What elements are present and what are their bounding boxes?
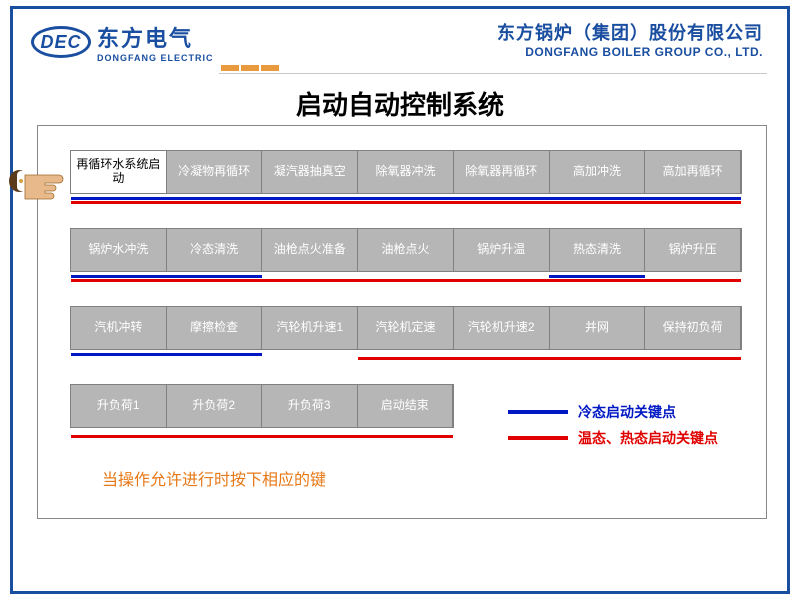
step-button-r2-c3[interactable]: 汽轮机定速: [358, 307, 454, 349]
legend-row-blue: 冷态启动关键点: [508, 402, 718, 422]
step-button-r2-c2[interactable]: 汽轮机升速1: [262, 307, 358, 349]
company-en: DONGFANG BOILER GROUP CO., LTD.: [497, 45, 763, 59]
step-row-3: 升负荷1升负荷2升负荷3启动结束: [70, 384, 454, 428]
company-block: 东方锅炉（集团）股份有限公司 DONGFANG BOILER GROUP CO.…: [497, 19, 763, 59]
logo-en: DONGFANG ELECTRIC: [97, 53, 214, 63]
step-button-r0-c4[interactable]: 除氧器再循环: [454, 151, 550, 193]
step-button-r2-c5[interactable]: 并网: [550, 307, 646, 349]
step-button-r1-c4[interactable]: 锅炉升温: [454, 229, 550, 271]
header-separator: [219, 73, 767, 74]
step-button-r3-c2[interactable]: 升负荷3: [262, 385, 358, 427]
step-button-r0-c3[interactable]: 除氧器冲洗: [358, 151, 454, 193]
legend-text-red: 温态、热态启动关键点: [578, 428, 718, 448]
company-cn: 东方锅炉（集团）股份有限公司: [497, 19, 763, 45]
step-button-r0-c1[interactable]: 冷凝物再循环: [167, 151, 263, 193]
slide-frame: DEC 东方电气 DONGFANG ELECTRIC 东方锅炉（集团）股份有限公…: [10, 6, 790, 594]
step-row-0: 再循环水系统启动冷凝物再循环凝汽器抽真空除氧器冲洗除氧器再循环高加冲洗高加再循环: [70, 150, 742, 194]
main-panel: 再循环水系统启动冷凝物再循环凝汽器抽真空除氧器冲洗除氧器再循环高加冲洗高加再循环…: [37, 125, 767, 519]
header: DEC 东方电气 DONGFANG ELECTRIC 东方锅炉（集团）股份有限公…: [13, 9, 787, 73]
underline-red-r3-0: [71, 435, 453, 438]
step-row-2: 汽机冲转摩擦检查汽轮机升速1汽轮机定速汽轮机升速2并网保持初负荷: [70, 306, 742, 350]
legend-line-blue-icon: [508, 410, 568, 414]
step-button-r2-c1[interactable]: 摩擦检查: [167, 307, 263, 349]
logo-cn: 东方电气: [97, 21, 214, 53]
legend-row-red: 温态、热态启动关键点: [508, 428, 718, 448]
legend-line-red-icon: [508, 436, 568, 440]
legend-text-blue: 冷态启动关键点: [578, 402, 676, 422]
step-button-r0-c5[interactable]: 高加冲洗: [550, 151, 646, 193]
step-button-r0-c6[interactable]: 高加再循环: [645, 151, 741, 193]
hint-text: 当操作允许进行时按下相应的键: [102, 466, 326, 490]
legend: 冷态启动关键点 温态、热态启动关键点: [508, 402, 718, 454]
dec-logo-icon: DEC: [31, 26, 91, 58]
step-button-r1-c5[interactable]: 热态清洗: [550, 229, 646, 271]
underline-red-r2-1: [358, 357, 741, 360]
step-button-r3-c3[interactable]: 启动结束: [358, 385, 454, 427]
page-title: 启动自动控制系统: [13, 85, 787, 122]
step-button-r1-c3[interactable]: 油枪点火: [358, 229, 454, 271]
underline-red-r0-1: [71, 201, 741, 204]
step-button-r0-c0[interactable]: 再循环水系统启动: [71, 151, 167, 193]
step-button-r1-c6[interactable]: 锅炉升压: [645, 229, 741, 271]
step-button-r1-c1[interactable]: 冷态清洗: [167, 229, 263, 271]
step-row-1: 锅炉水冲洗冷态清洗油枪点火准备油枪点火锅炉升温热态清洗锅炉升压: [70, 228, 742, 272]
underline-blue-r1-0: [71, 275, 262, 278]
underline-red-r1-1: [71, 279, 741, 282]
underline-blue-r2-0: [71, 353, 262, 356]
step-button-r2-c4[interactable]: 汽轮机升速2: [454, 307, 550, 349]
logo-area: DEC 东方电气 DONGFANG ELECTRIC: [31, 21, 214, 63]
underline-blue-r0-0: [71, 197, 741, 200]
step-button-r0-c2[interactable]: 凝汽器抽真空: [262, 151, 358, 193]
step-button-r3-c1[interactable]: 升负荷2: [167, 385, 263, 427]
underline-blue-r1-2: [549, 275, 645, 278]
orange-accent-icon: [221, 65, 279, 71]
step-button-r2-c0[interactable]: 汽机冲转: [71, 307, 167, 349]
step-button-r1-c0[interactable]: 锅炉水冲洗: [71, 229, 167, 271]
step-button-r1-c2[interactable]: 油枪点火准备: [262, 229, 358, 271]
step-button-r3-c0[interactable]: 升负荷1: [71, 385, 167, 427]
step-button-r2-c6[interactable]: 保持初负荷: [645, 307, 741, 349]
